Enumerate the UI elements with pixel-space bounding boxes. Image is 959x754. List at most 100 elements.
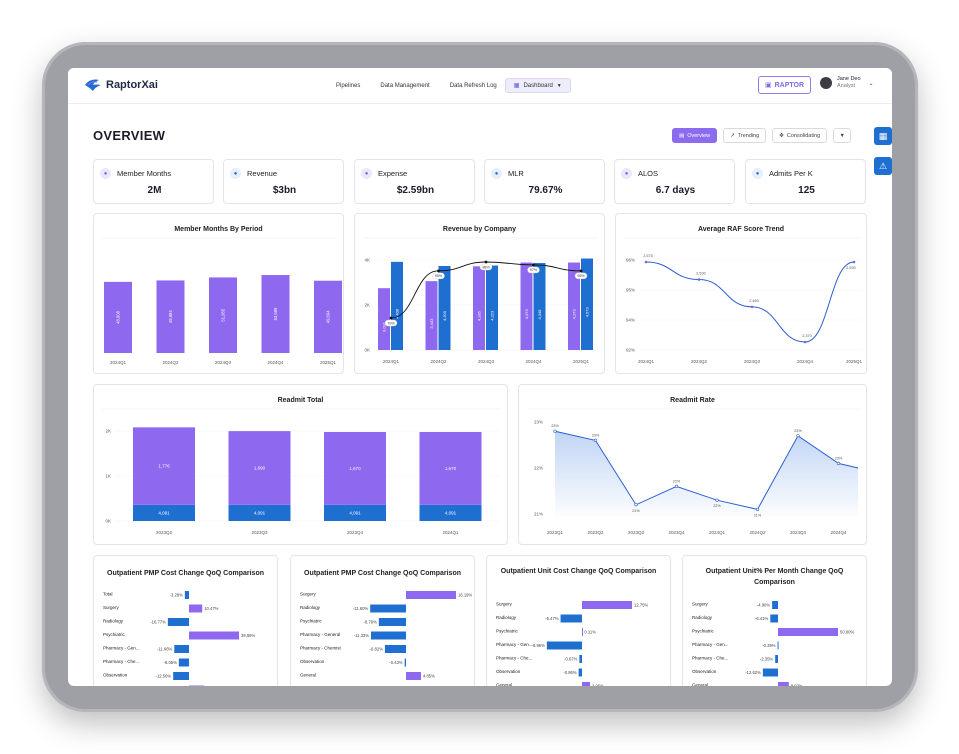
point-value-label: 2,370 [802,334,812,338]
kpi-icon: ● [752,168,763,179]
raptor-label: RAPTOR [774,81,805,89]
tab-consolidating[interactable]: ✥ Consolidating [772,128,828,143]
x-tick-label: 2024Q1 [383,359,400,364]
hbar-value-label: 10.47% [204,606,218,611]
x-tick-label: 2023Q3 [251,530,268,535]
tab-overview-label: Overview [687,132,711,139]
hbar [167,618,189,626]
x-tick-label: 2024Q4 [797,359,814,364]
line-value-label: 79% [387,321,395,325]
line-label-bg [527,266,540,274]
grid-icon: ▦ [878,130,888,141]
bar-value-label: 4,200 [442,310,447,321]
line-point [389,316,393,320]
row-label: Pharmacy - Gen... [692,642,729,647]
nav-link-data-refresh-log[interactable]: Data Refresh Log [449,82,497,89]
hbar-value-label: 50.00% [840,630,854,635]
line-value-label: 95% [577,274,585,278]
row-label: Observation [692,669,717,674]
hbar [189,685,205,686]
row-label: Psychiatric [300,619,323,624]
stacked-bar-segment [228,431,291,505]
x-tick-label: 2024Q2 [162,360,179,365]
nav-link-pipelines[interactable]: Pipelines [336,82,361,89]
bar-value-label: 4,091 [349,510,361,515]
hbar-value-label: -11.60% [353,606,369,611]
line-point [644,260,648,264]
brand-logo[interactable]: RaptorXai [84,77,158,93]
nav-link-data-management[interactable]: Data Management [380,82,430,89]
chart-title: Revenue by Company [442,226,517,233]
x-tick-label: 2023Q4 [347,530,364,535]
y-tick-label: 22% [534,466,543,471]
readmit-rate-card: Readmit Rate 23% 22% 21% 23% 2023Q1 23% 2023Q2… [518,384,867,545]
hbar-card: Outpatient Unit Cost Change QoQ Comparis… [486,555,671,686]
hbar-value-label: 0.11% [584,630,596,635]
hbar-value-label: -11.66% [157,647,173,652]
app-screen: RaptorXai Pipelines Data Management Data… [68,68,892,686]
bar [473,266,485,350]
point-value-label: 23% [794,429,802,433]
kpi-card: ● Member Months 2M [93,159,214,204]
filter-button[interactable]: ▼ [833,128,852,143]
hbar [560,614,582,623]
kpi-card: ● Revenue $3bn [223,159,344,204]
hbar [174,645,189,653]
kpi-label: ALOS [638,169,659,178]
kpi-value: 6.7 days [655,185,696,196]
stacked-bar-segment [133,504,195,521]
raf-card: Average RAF Score Trend 96% 95% 94% 92% 2,57… [615,213,867,374]
bar [581,258,593,350]
hbar [370,604,406,613]
y-tick-label: 21% [534,512,543,517]
hbar [371,631,406,640]
hbar-value-label: 4.85% [423,674,435,679]
hbar [406,591,456,599]
kpi-icon: ● [230,168,241,179]
row-label: Surgery [300,592,317,597]
hbar-chart: Surgery 16.19% Radiology -11.60% Psychiatric… [300,591,472,680]
raptor-button[interactable]: ▣ RAPTOR [758,76,811,94]
hbar-chart: Total -3.28% Surgery 10.47% Radiology -16.77%… [103,591,255,686]
tab-trending[interactable]: ↗ Trending [723,128,767,143]
line-point [634,503,638,507]
kpi-card: ● ALOS 6.7 days [614,159,735,204]
point-value-label: 21% [632,509,640,513]
x-tick-label: 2024Q3 [744,359,761,364]
y-tick-label: 4K [364,258,370,263]
hbar [762,668,778,677]
line-point [437,269,440,273]
hbar [582,628,583,636]
user-menu[interactable]: Jane Deo Analyst ⌄ [820,76,874,90]
hbar-value-label: 39.66% [241,633,255,638]
bar-value-label: 4,373 [572,308,577,319]
revenue-chart: 4K 2K 0K 3,091 4,408 2024Q1 3,443 4,200 2024Q2 4,… [363,237,600,364]
hbar [579,655,582,663]
dashboard-side-button[interactable]: ▦ [874,127,892,145]
chart-title: Average RAF Score Trend [697,226,785,233]
hbar [582,682,591,686]
hbar-card: Outpatient Unit% Per Month Change QoQ Co… [682,555,867,686]
line-label-bg [432,272,445,280]
bar-value-label: 3,443 [429,318,434,329]
alert-side-button[interactable]: ⚠ [874,157,892,175]
point-value-label: 23% [551,424,559,428]
row-label: General [496,683,512,687]
hbar [178,658,189,667]
y-tick-label: 92% [626,348,635,353]
nav-dashboard-dropdown[interactable]: ▦ Dashboard ▼ [504,78,571,93]
kpi-card: ● Admits Per K 125 [745,159,866,204]
line-point [579,269,583,273]
hbar [770,614,778,623]
stacked-bar-segment [228,504,291,521]
chart-title: Readmit Total [277,397,324,404]
hbar-value-label: 2.05% [592,684,604,687]
line-label-bg [479,263,493,271]
chevron-down-icon: ⌄ [868,80,874,87]
hbar [778,628,838,636]
point-value-label: 2,530 [696,272,706,276]
bar-value-label: 4,223 [490,310,495,321]
kpi-icon: ● [361,168,372,179]
kpi-icon: ● [100,168,111,179]
tab-overview[interactable]: ▤ Overview [672,128,718,143]
